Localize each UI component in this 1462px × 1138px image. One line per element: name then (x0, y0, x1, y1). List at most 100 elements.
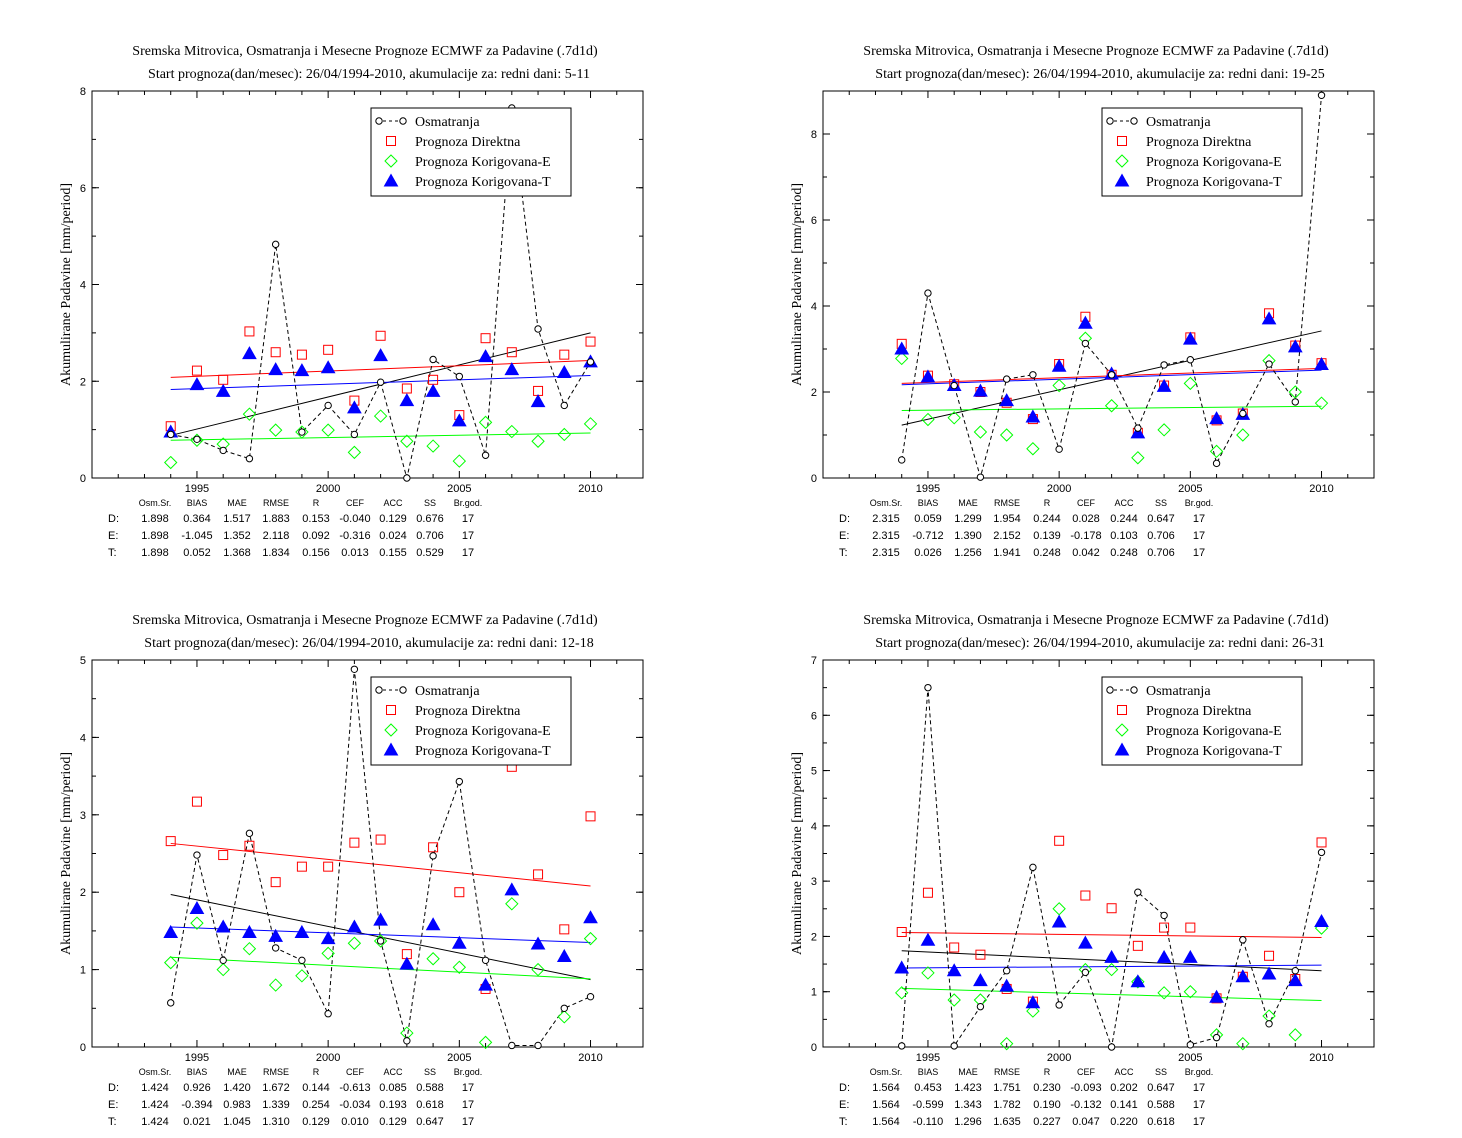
stats-value: -0.316 (339, 530, 370, 542)
point-direktna (218, 374, 229, 385)
stats-value: 1.954 (993, 513, 1021, 525)
point-korigovana-t (1078, 315, 1093, 329)
point-osmatranja (376, 937, 385, 945)
series-korigovana-t (894, 913, 1329, 1009)
point-korigovana-t (268, 362, 284, 376)
chart-title: Sremska Mitrovica, Osmatranja i Mesecne … (132, 44, 598, 59)
point-osmatranja (534, 325, 542, 333)
point-korigovana-t (894, 960, 910, 974)
chart-title: Sremska Mitrovica, Osmatranja i Mesecne … (863, 613, 1329, 628)
legend-marker (1106, 686, 1114, 694)
chart-panel-days-5-11: Sremska Mitrovica, Osmatranja i Mesecne … (0, 0, 731, 569)
point-direktna (559, 349, 570, 360)
stats-header: Br.god. (1185, 498, 1214, 508)
series-osmatranja (167, 104, 595, 482)
stats-header: CEF (346, 498, 365, 508)
point-korigovana-t (189, 900, 205, 914)
stats-header: RMSE (263, 1067, 289, 1077)
stats-table: Osm.Sr. BIAS MAE RMSE R CEF ACC SS Br.god. D: 1.89… (108, 498, 482, 559)
y-tick-label: 0 (811, 1042, 817, 1054)
legend-label: Prognoza Korigovana-E (415, 155, 551, 170)
stats-value: 0.021 (183, 1116, 211, 1128)
point-korigovana-t (320, 931, 336, 945)
point-korigovana-t (1051, 358, 1067, 372)
y-tick-label: 3 (80, 810, 86, 822)
trend-line-korigovana-e (901, 405, 1322, 411)
legend-label: Prognoza Korigovana-T (415, 744, 551, 759)
stats-value: 1.423 (954, 1082, 982, 1094)
point-korigovana-t (425, 383, 441, 397)
y-tick-label: 8 (80, 86, 86, 98)
point-direktna (191, 796, 202, 807)
point-osmatranja (924, 683, 932, 692)
point-korigovana-t (583, 910, 598, 924)
stats-value: 0.453 (914, 1082, 942, 1094)
point-korigovana-e (295, 425, 309, 439)
point-direktna (296, 861, 307, 872)
y-axis-label: Akumulirane Padavine [mm/period] (790, 183, 805, 386)
y-tick-label: 1 (811, 987, 817, 999)
point-osmatranja (1186, 1041, 1195, 1049)
point-korigovana-t (1156, 949, 1172, 963)
point-osmatranja (429, 852, 437, 860)
stats-value: 1.898 (141, 547, 169, 559)
x-tick-label: 2010 (1309, 1052, 1333, 1064)
point-korigovana-t (1287, 339, 1303, 353)
point-korigovana-e (1026, 442, 1040, 456)
trend-line-korigovana-e (170, 432, 591, 441)
chart-panel-days-26-31: Sremska Mitrovica, Osmatranja i Mesecne … (731, 569, 1462, 1138)
stats-value: 1.424 (141, 1082, 169, 1094)
series-direktna (165, 761, 596, 994)
stats-value: 0.129 (379, 1116, 407, 1128)
point-direktna (428, 374, 439, 385)
point-korigovana-e (999, 1036, 1014, 1051)
legend-marker (1117, 136, 1127, 146)
point-korigovana-e (452, 960, 467, 974)
stats-value: 0.139 (1033, 530, 1061, 542)
legend: Osmatranja Prognoza Direktna Prognoza Kori… (1101, 676, 1303, 766)
legend-label: Osmatranja (1146, 115, 1211, 130)
stats-header: R (313, 498, 320, 508)
legend-marker (1130, 117, 1138, 125)
stats-value: 0.647 (1147, 1082, 1175, 1094)
point-osmatranja (1002, 375, 1011, 383)
point-korigovana-t (1314, 356, 1329, 370)
stats-header: BIAS (918, 1067, 939, 1077)
point-korigovana-e (531, 434, 545, 448)
point-korigovana-t (920, 932, 936, 946)
stats-row-label: D: (108, 1082, 119, 1094)
stats-value: -0.132 (1070, 1099, 1101, 1111)
stats-header: MAE (958, 498, 978, 508)
stats-value: 0.983 (223, 1099, 251, 1111)
stats-value: 1.672 (262, 1082, 290, 1094)
chart-svg: Sremska Mitrovica, Osmatranja i Mesecne … (59, 613, 644, 1128)
point-osmatranja (1160, 911, 1168, 920)
point-direktna (975, 949, 986, 960)
chart-subtitle: Start prognoza(dan/mesec): 26/04/1994-20… (144, 636, 593, 651)
point-osmatranja (481, 451, 490, 459)
legend-marker (375, 686, 383, 694)
point-korigovana-e (921, 966, 935, 980)
point-korigovana-e (1104, 962, 1119, 977)
stats-header: BIAS (187, 1067, 208, 1077)
legend-label: Osmatranja (1146, 684, 1211, 699)
legend-marker (1115, 154, 1129, 168)
x-tick-label: 2010 (578, 1052, 602, 1064)
point-osmatranja (324, 1010, 332, 1018)
stats-value: 0.647 (416, 1116, 444, 1128)
stats-value: 0.202 (1110, 1082, 1138, 1094)
stats-value: 1.517 (223, 513, 251, 525)
stats-header: CEF (1077, 498, 1096, 508)
point-korigovana-e (1314, 396, 1329, 410)
point-direktna (191, 365, 202, 376)
point-korigovana-t (268, 928, 284, 942)
point-korigovana-t (1314, 913, 1329, 928)
point-korigovana-e (347, 936, 362, 950)
stats-header: CEF (1077, 1067, 1096, 1077)
stats-value: 0.706 (416, 530, 444, 542)
chart-title: Sremska Mitrovica, Osmatranja i Mesecne … (132, 613, 598, 628)
point-osmatranja (271, 240, 280, 249)
stats-value: 2.315 (872, 513, 900, 525)
stats-value: 0.028 (1072, 513, 1100, 525)
point-korigovana-t (894, 341, 910, 355)
